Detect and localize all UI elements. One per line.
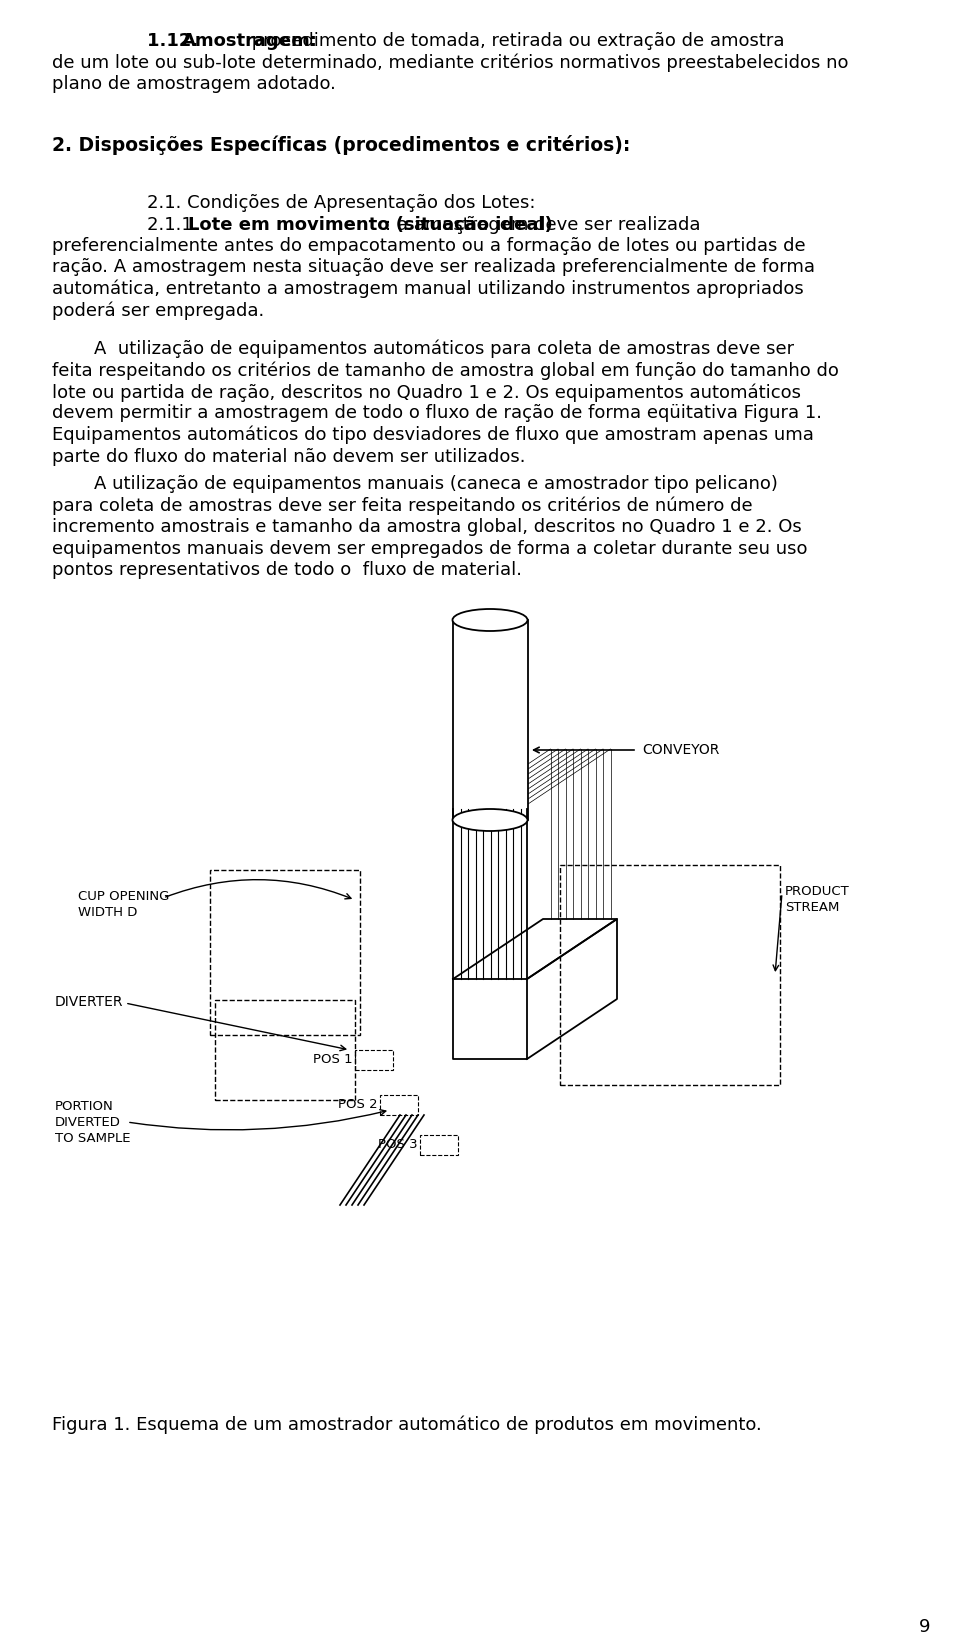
Text: 1.12.: 1.12. (147, 31, 204, 50)
Text: DIVERTED: DIVERTED (55, 1117, 121, 1128)
Text: STREAM: STREAM (785, 900, 839, 914)
Bar (215, 999, 355, 1100)
Text: 2. Disposições Específicas (procedimentos e critérios):: 2. Disposições Específicas (procedimento… (52, 135, 631, 155)
Text: Figura 1. Esquema de um amostrador automático de produtos em movimento.: Figura 1. Esquema de um amostrador autom… (52, 1416, 761, 1434)
Text: pontos representativos de todo o  fluxo de material.: pontos representativos de todo o fluxo d… (52, 562, 522, 578)
Text: TO SAMPLE: TO SAMPLE (55, 1132, 131, 1145)
Text: de um lote ou sub-lote determinado, mediante critérios normativos preestabelecid: de um lote ou sub-lote determinado, medi… (52, 53, 849, 73)
Text: POS 2: POS 2 (338, 1099, 377, 1112)
Bar (355, 1051, 393, 1070)
Bar (210, 871, 360, 1036)
Text: 2.1.1.: 2.1.1. (147, 215, 204, 233)
Bar (380, 1095, 418, 1115)
Text: A utilização de equipamentos manuais (caneca e amostrador tipo pelicano): A utilização de equipamentos manuais (ca… (94, 476, 778, 492)
Text: devem permitir a amostragem de todo o fluxo de ração de forma eqüitativa Figura : devem permitir a amostragem de todo o fl… (52, 405, 822, 423)
Text: DIVERTER: DIVERTER (55, 995, 124, 1009)
Text: procedimento de tomada, retirada ou extração de amostra: procedimento de tomada, retirada ou extr… (246, 31, 784, 50)
Text: plano de amostragem adotado.: plano de amostragem adotado. (52, 74, 336, 93)
Text: A  utilização de equipamentos automáticos para coleta de amostras deve ser: A utilização de equipamentos automáticos… (94, 340, 794, 358)
Text: equipamentos manuais devem ser empregados de forma a coletar durante seu uso: equipamentos manuais devem ser empregado… (52, 540, 807, 557)
Text: PORTION: PORTION (55, 1100, 113, 1113)
Text: para coleta de amostras deve ser feita respeitando os critérios de número de: para coleta de amostras deve ser feita r… (52, 497, 753, 515)
Text: WIDTH D: WIDTH D (78, 905, 137, 919)
Bar (453, 620, 528, 819)
Ellipse shape (452, 809, 527, 831)
Text: Amostragem:: Amostragem: (181, 31, 318, 50)
Text: lote ou partida de ração, descritos no Quadro 1 e 2. Os equipamentos automáticos: lote ou partida de ração, descritos no Q… (52, 383, 801, 401)
Text: 9: 9 (919, 1617, 930, 1635)
Text: ração. A amostragem nesta situação deve ser realizada preferencialmente de forma: ração. A amostragem nesta situação deve … (52, 258, 815, 276)
Text: poderá ser empregada.: poderá ser empregada. (52, 302, 264, 320)
Text: automática, entretanto a amostragem manual utilizando instrumentos apropriados: automática, entretanto a amostragem manu… (52, 279, 804, 299)
Text: : a amostragem deve ser realizada: : a amostragem deve ser realizada (385, 215, 701, 233)
Bar (420, 1135, 458, 1155)
Text: feita respeitando os critérios de tamanho de amostra global em função do tamanho: feita respeitando os critérios de tamanh… (52, 362, 839, 380)
Bar (560, 866, 780, 1085)
Text: POS 1: POS 1 (313, 1052, 352, 1066)
Text: POS 3: POS 3 (378, 1138, 418, 1151)
Text: preferencialmente antes do empacotamento ou a formação de lotes ou partidas de: preferencialmente antes do empacotamento… (52, 236, 805, 254)
Text: CUP OPENING: CUP OPENING (78, 890, 169, 904)
Text: parte do fluxo do material não devem ser utilizados.: parte do fluxo do material não devem ser… (52, 448, 525, 466)
Text: 2.1. Condições de Apresentação dos Lotes:: 2.1. Condições de Apresentação dos Lotes… (147, 193, 536, 211)
Text: PRODUCT: PRODUCT (785, 885, 850, 899)
Ellipse shape (452, 610, 527, 631)
Text: Equipamentos automáticos do tipo desviadores de fluxo que amostram apenas uma: Equipamentos automáticos do tipo desviad… (52, 426, 814, 444)
Text: incremento amostrais e tamanho da amostra global, descritos no Quadro 1 e 2. Os: incremento amostrais e tamanho da amostr… (52, 519, 802, 535)
Text: Lote em movimento (situação ideal): Lote em movimento (situação ideal) (187, 215, 552, 233)
Text: CONVEYOR: CONVEYOR (642, 743, 719, 757)
